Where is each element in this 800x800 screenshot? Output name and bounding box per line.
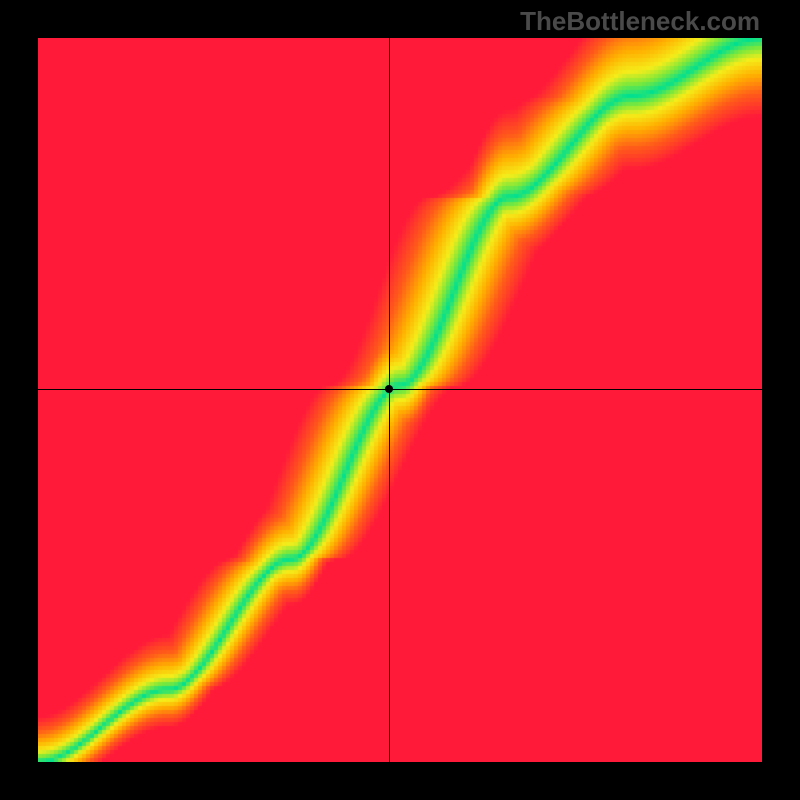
bottleneck-heatmap	[38, 38, 762, 762]
watermark-text: TheBottleneck.com	[520, 6, 760, 37]
chart-container: TheBottleneck.com	[0, 0, 800, 800]
